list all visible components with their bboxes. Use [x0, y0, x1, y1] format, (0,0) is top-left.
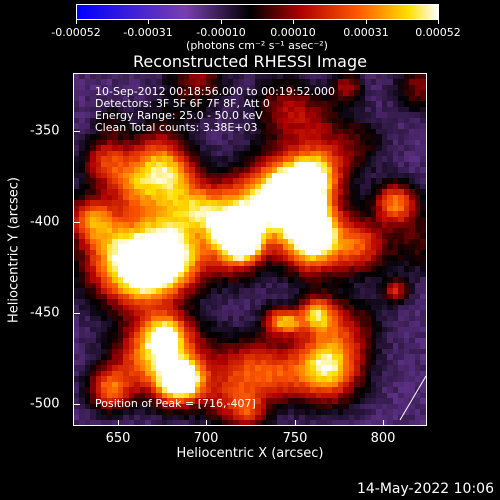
x-tick-label: 650 [105, 431, 131, 446]
colorbar-ticks [76, 19, 439, 25]
colorbar-units: (photons cm⁻² s⁻¹ asec⁻²) [186, 39, 328, 52]
x-tick [383, 420, 384, 426]
colorbar-tick-label: 0.00052 [415, 26, 461, 39]
footer-date: 14-May-2022 10:06 [356, 481, 494, 497]
y-tick [74, 131, 80, 132]
colorbar-tick-label: -0.00010 [196, 26, 246, 39]
annotation-energy-range: Energy Range: 25.0 - 50.0 keV [95, 109, 263, 122]
plot-title: Reconstructed RHESSI Image [133, 52, 367, 71]
colorbar [76, 4, 439, 20]
plot-area: 10-Sep-2012 00:18:56.000 to 00:19:52.000… [73, 73, 427, 426]
colorbar-tick-label: 0.00031 [343, 26, 389, 39]
y-tick [74, 222, 80, 223]
y-tick [74, 313, 80, 314]
heatmap-image [74, 74, 426, 425]
x-tick [295, 420, 296, 426]
y-tick [74, 404, 80, 405]
x-tick-label: 800 [370, 431, 396, 446]
annotation-algorithm: Clean Total counts: 3.38E+03 [95, 121, 258, 134]
annotation-detectors: Detectors: 3F 5F 6F 7F 8F, Att 0 [95, 97, 270, 110]
colorbar-tick-label: 0.00010 [270, 26, 316, 39]
y-tick-label: -450 [30, 305, 60, 321]
colorbar-tick-label: -0.00031 [123, 26, 173, 39]
y-tick-label: -400 [30, 214, 60, 230]
x-tick-label: 700 [193, 431, 219, 446]
limb-line [399, 375, 426, 421]
y-tick-label: -350 [30, 123, 60, 139]
y-tick-label: -500 [30, 396, 60, 412]
annotation-time-range: 10-Sep-2012 00:18:56.000 to 00:19:52.000 [95, 85, 335, 98]
x-axis-title: Heliocentric X (arcsec) [176, 446, 324, 461]
y-axis-title: Heliocentric Y (arcsec) [6, 177, 22, 323]
annotation-peak-position: Position of Peak = [716,-407] [95, 397, 256, 410]
x-tick-label: 750 [282, 431, 308, 446]
colorbar-tick-label: -0.00052 [51, 26, 101, 39]
x-tick [206, 420, 207, 426]
x-tick [118, 420, 119, 426]
